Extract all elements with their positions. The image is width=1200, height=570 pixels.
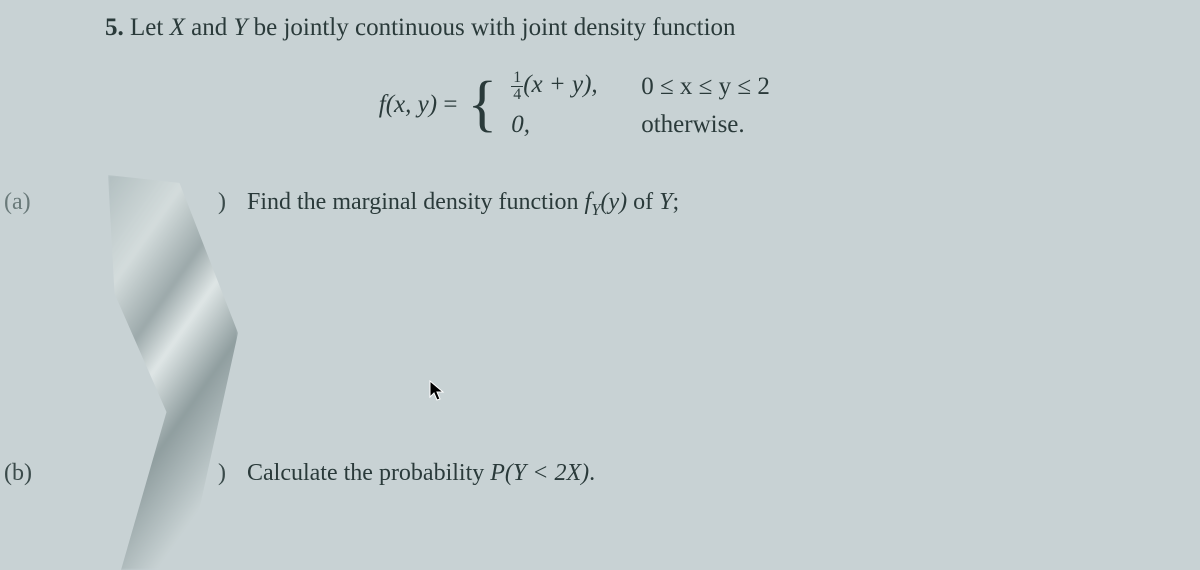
part-a: (a) ) Find the marginal density function… (0, 189, 1200, 220)
density-equation: f(x, y) = { 1 4 (x + y), 0 ≤ x ≤ y ≤ 2 0… (0, 70, 1200, 139)
period: . (589, 460, 595, 486)
case1-condition: 0 ≤ x ≤ y ≤ 2 (641, 73, 821, 101)
fy-sub: Y (591, 200, 600, 219)
stem-prefix: Let (130, 14, 170, 41)
cursor-pointer-icon (428, 380, 446, 404)
piecewise-cases: 1 4 (x + y), 0 ≤ x ≤ y ≤ 2 0, otherwise. (511, 70, 821, 139)
stem-suffix: be jointly continuous with joint density… (247, 14, 735, 41)
part-b-label: (b) (4, 460, 32, 487)
page-fold-artifact (108, 175, 238, 570)
fn-f: f (379, 91, 386, 118)
equals-sign: = (443, 91, 457, 118)
fy-arg: (y) (601, 189, 628, 215)
case-2: 0, otherwise. (511, 111, 821, 139)
left-brace: { (467, 77, 497, 133)
fn-args: (x, y) (386, 91, 437, 118)
part-a-var: Y (659, 189, 672, 215)
part-a-label: (a) (4, 189, 31, 216)
part-b-prefix: Calculate the probability (247, 460, 490, 486)
case1-expr: (x + y), (523, 71, 597, 98)
part-a-prefix: Find the marginal density function (247, 189, 585, 215)
variable-x: X (170, 14, 185, 41)
prob-expr: P(Y < 2X) (490, 460, 589, 486)
problem-statement: 5. Let X and Y be jointly continuous wit… (0, 14, 1200, 42)
page: 5. Let X and Y be jointly continuous wit… (0, 0, 1200, 569)
case-1: 1 4 (x + y), 0 ≤ x ≤ y ≤ 2 (511, 70, 821, 103)
fraction-1-4: 1 4 (511, 70, 523, 103)
numerator: 1 (511, 70, 523, 87)
of-text: of (627, 189, 659, 215)
part-a-paren-close: ) (218, 189, 226, 216)
denominator: 4 (511, 87, 523, 103)
part-b-paren-close: ) (218, 460, 226, 487)
semicolon: ; (673, 189, 680, 215)
problem-number: 5. (105, 14, 124, 41)
and-text: and (185, 14, 234, 41)
variable-y: Y (233, 14, 247, 41)
part-b: (b) ) Calculate the probability P(Y < 2X… (0, 460, 1200, 487)
case2-condition: otherwise. (641, 111, 821, 139)
case2-expr: 0, (511, 111, 621, 139)
